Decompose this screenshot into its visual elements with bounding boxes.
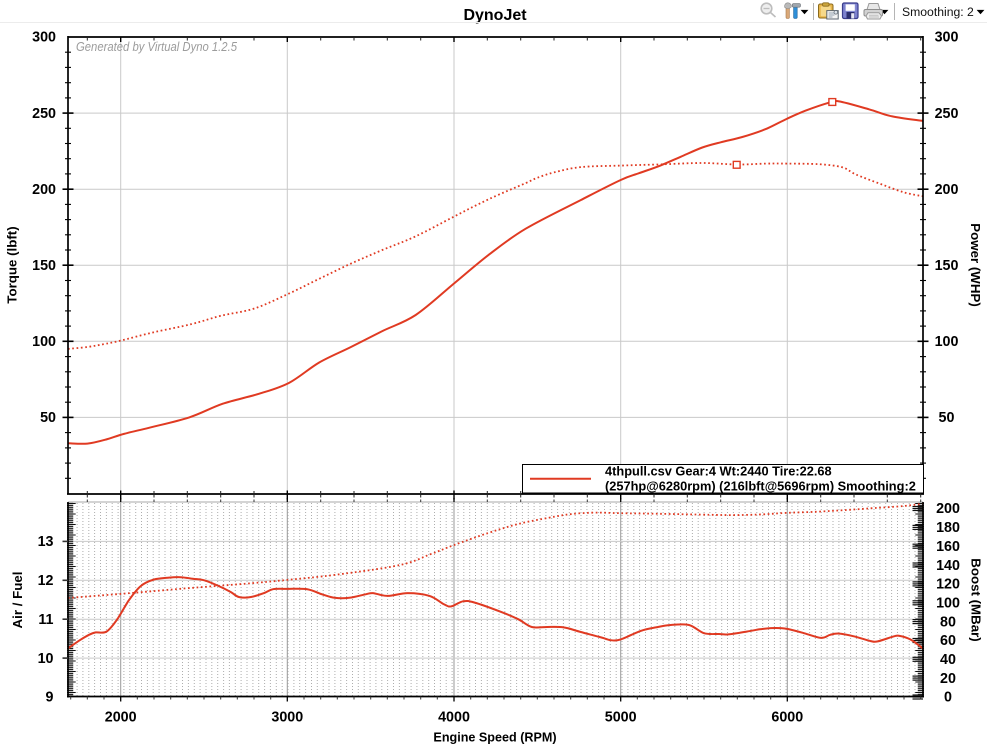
svg-text:180: 180 bbox=[936, 520, 960, 536]
svg-text:200: 200 bbox=[32, 182, 56, 198]
svg-text:4thpull.csv Gear:4 Wt:2440 Tir: 4thpull.csv Gear:4 Wt:2440 Tire:22.68 bbox=[605, 463, 832, 478]
svg-text:Power (WHP): Power (WHP) bbox=[968, 223, 983, 306]
svg-text:150: 150 bbox=[935, 258, 959, 274]
svg-text:50: 50 bbox=[40, 410, 56, 426]
svg-text:140: 140 bbox=[936, 558, 960, 574]
svg-text:Air / Fuel: Air / Fuel bbox=[10, 572, 25, 629]
svg-text:10: 10 bbox=[38, 651, 54, 667]
svg-text:6000: 6000 bbox=[771, 710, 803, 726]
svg-text:Smoothing: 2: Smoothing: 2 bbox=[902, 5, 974, 19]
svg-text:Torque (lbft): Torque (lbft) bbox=[5, 226, 20, 303]
svg-text:200: 200 bbox=[935, 182, 959, 198]
svg-text:100: 100 bbox=[936, 596, 960, 612]
svg-text:80: 80 bbox=[940, 614, 956, 630]
svg-text:3000: 3000 bbox=[271, 710, 303, 726]
svg-text:160: 160 bbox=[936, 539, 960, 555]
svg-text:12: 12 bbox=[38, 573, 54, 589]
svg-text:Engine Speed (RPM): Engine Speed (RPM) bbox=[433, 731, 556, 745]
svg-text:9: 9 bbox=[46, 690, 54, 706]
svg-text:250: 250 bbox=[935, 106, 959, 122]
svg-text:Generated by Virtual Dyno 1.2.: Generated by Virtual Dyno 1.2.5 bbox=[76, 39, 238, 54]
svg-text:4000: 4000 bbox=[438, 710, 470, 726]
svg-text:50: 50 bbox=[939, 410, 955, 426]
svg-text:DynoJet: DynoJet bbox=[463, 7, 527, 24]
svg-text:150: 150 bbox=[32, 258, 56, 274]
svg-text:11: 11 bbox=[38, 612, 53, 628]
svg-text:0: 0 bbox=[944, 690, 952, 706]
svg-text:60: 60 bbox=[940, 633, 956, 649]
svg-text:5000: 5000 bbox=[605, 710, 637, 726]
svg-text:300: 300 bbox=[935, 30, 959, 46]
svg-text:20: 20 bbox=[940, 671, 956, 687]
svg-text:100: 100 bbox=[32, 334, 56, 350]
svg-text:120: 120 bbox=[936, 577, 960, 593]
svg-text:(257hp@6280rpm) (216lbft@5696r: (257hp@6280rpm) (216lbft@5696rpm) Smooth… bbox=[605, 479, 916, 494]
svg-text:13: 13 bbox=[38, 534, 54, 550]
svg-text:2000: 2000 bbox=[105, 710, 137, 726]
svg-text:200: 200 bbox=[936, 501, 960, 517]
svg-text:250: 250 bbox=[32, 106, 56, 122]
svg-text:300: 300 bbox=[32, 30, 56, 46]
svg-text:Boost (MBar): Boost (MBar) bbox=[969, 558, 984, 641]
svg-text:100: 100 bbox=[935, 334, 959, 350]
svg-text:40: 40 bbox=[940, 652, 956, 668]
